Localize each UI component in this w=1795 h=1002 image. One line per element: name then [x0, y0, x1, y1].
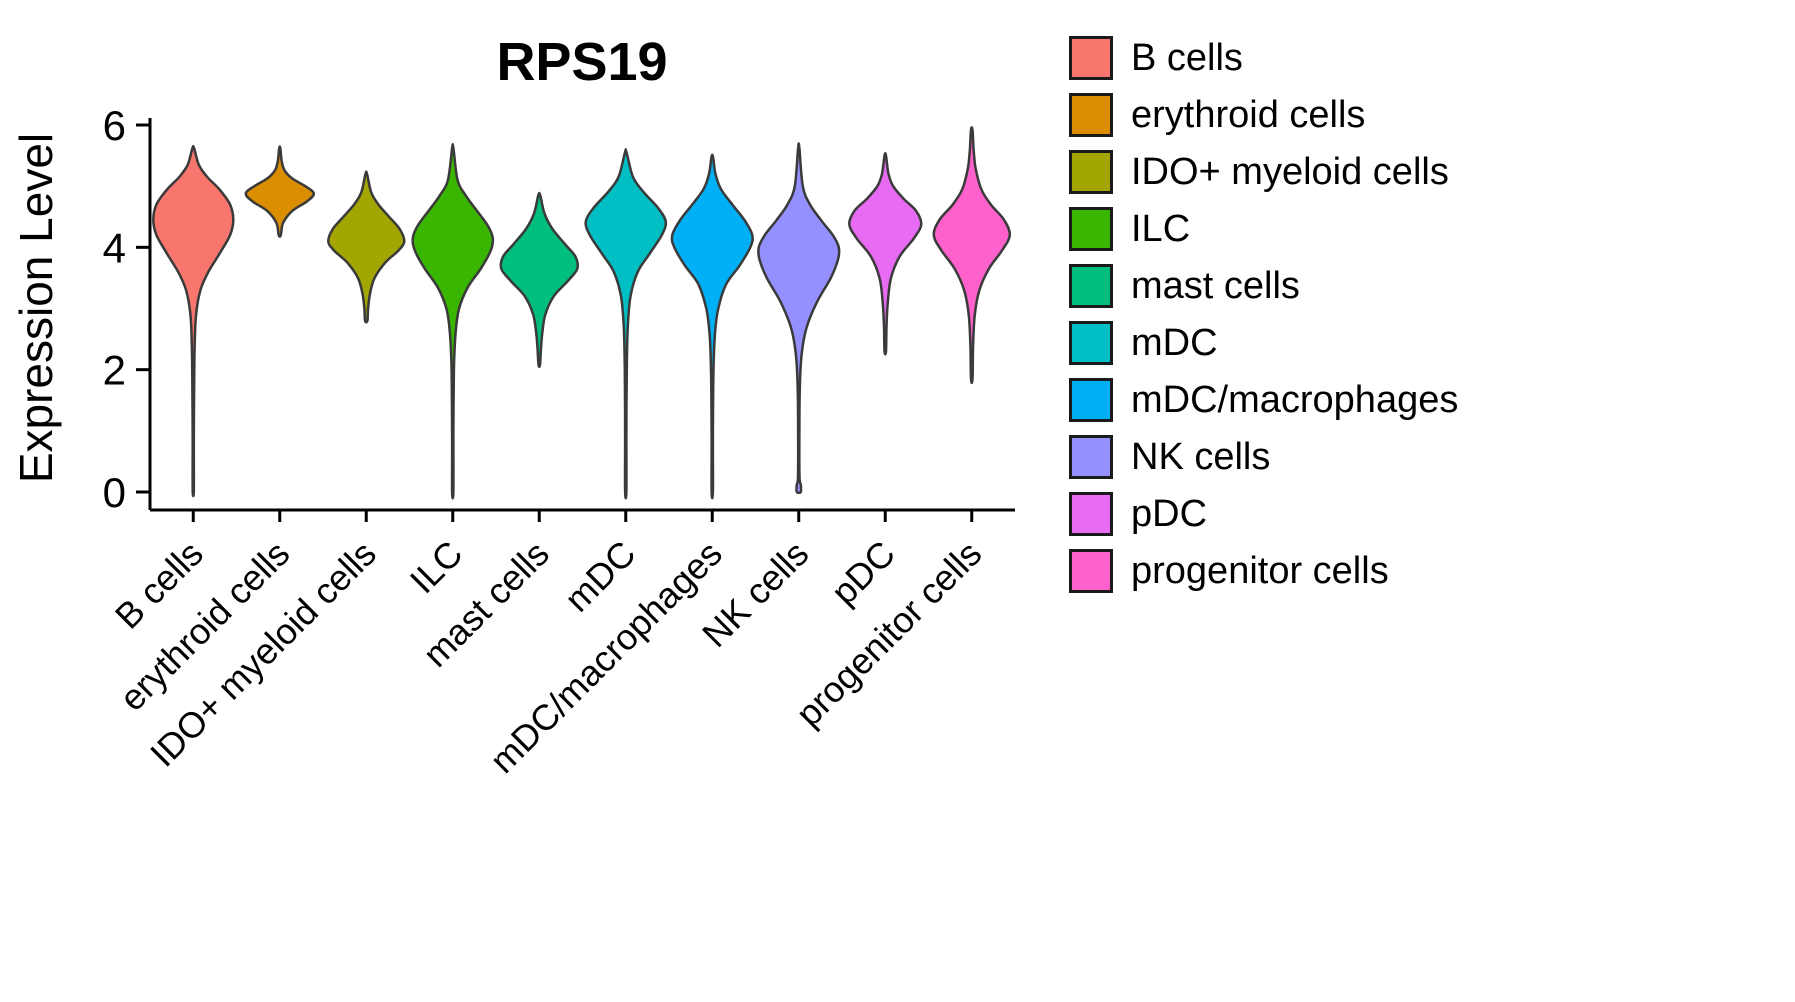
violin-b-cells: [152, 144, 235, 498]
violin-chart: RPS19 Expression Level 0 2 4 6 B cellseryth…: [10, 32, 1015, 781]
x-tick-label: pDC: [823, 533, 903, 613]
legend-swatch: [1069, 435, 1113, 479]
y-axis-ticks: 0 2 4 6: [103, 102, 150, 516]
legend-swatch: [1069, 93, 1113, 137]
legend-item: erythroid cells: [1069, 93, 1458, 137]
chart-area: RPS19 Expression Level 0 2 4 6 B cells eryth…: [10, 32, 1015, 781]
violins: [152, 126, 1012, 500]
y-tick-label: 0: [103, 469, 126, 516]
legend-item: mDC: [1069, 321, 1458, 365]
legend-label: mDC: [1131, 322, 1218, 364]
chart-title: RPS19: [496, 32, 667, 92]
violin-ido-myeloid-cells: [327, 170, 406, 324]
legend-label: mDC/macrophages: [1131, 379, 1459, 421]
legend-label: IDO+ myeloid cells: [1131, 151, 1449, 193]
violin-mdc-macrophages: [670, 153, 754, 500]
legend-label: pDC: [1131, 493, 1208, 535]
legend-label: ILC: [1131, 208, 1191, 250]
legend-item: IDO+ myeloid cells: [1069, 150, 1458, 194]
violin-progenitor-cells: [932, 126, 1012, 385]
legend-swatch: [1069, 549, 1113, 593]
legend-label: progenitor cells: [1131, 550, 1389, 592]
legend-swatch: [1069, 150, 1113, 194]
y-tick-label: 6: [103, 102, 126, 149]
violin-pdc: [848, 152, 923, 356]
y-tick-label: 4: [103, 224, 126, 271]
legend-swatch: [1069, 36, 1113, 80]
legend-item: ILC: [1069, 207, 1458, 251]
legend-item: mast cells: [1069, 264, 1458, 308]
violin-ilc: [411, 142, 495, 500]
legend-item: B cells: [1069, 36, 1458, 80]
legend-item: NK cells: [1069, 435, 1458, 479]
legend-label: B cells: [1131, 37, 1243, 79]
legend-swatch: [1069, 207, 1113, 251]
y-axis-label: Expression Level: [10, 133, 62, 483]
legend-swatch: [1069, 492, 1113, 536]
legend-label: mast cells: [1131, 265, 1300, 307]
legend-item: pDC: [1069, 492, 1458, 536]
violin-mdc: [584, 148, 668, 500]
legend-swatch: [1069, 264, 1113, 308]
legend-swatch: [1069, 378, 1113, 422]
x-axis-ticks: [191, 510, 974, 522]
violin-mast-cells: [499, 191, 580, 369]
legend-label: erythroid cells: [1131, 94, 1366, 136]
x-tick-label: ILC: [402, 533, 471, 602]
y-tick-label: 2: [103, 347, 126, 394]
legend-swatch: [1069, 321, 1113, 365]
violin-nk-cells: [757, 142, 841, 495]
legend-label: NK cells: [1131, 436, 1271, 478]
legend-item: mDC/macrophages: [1069, 378, 1458, 422]
legend-item: progenitor cells: [1069, 549, 1458, 593]
legend: B cells erythroid cells IDO+ myeloid cells…: [1045, 0, 1458, 593]
violin-erythroid-cells: [244, 145, 316, 238]
